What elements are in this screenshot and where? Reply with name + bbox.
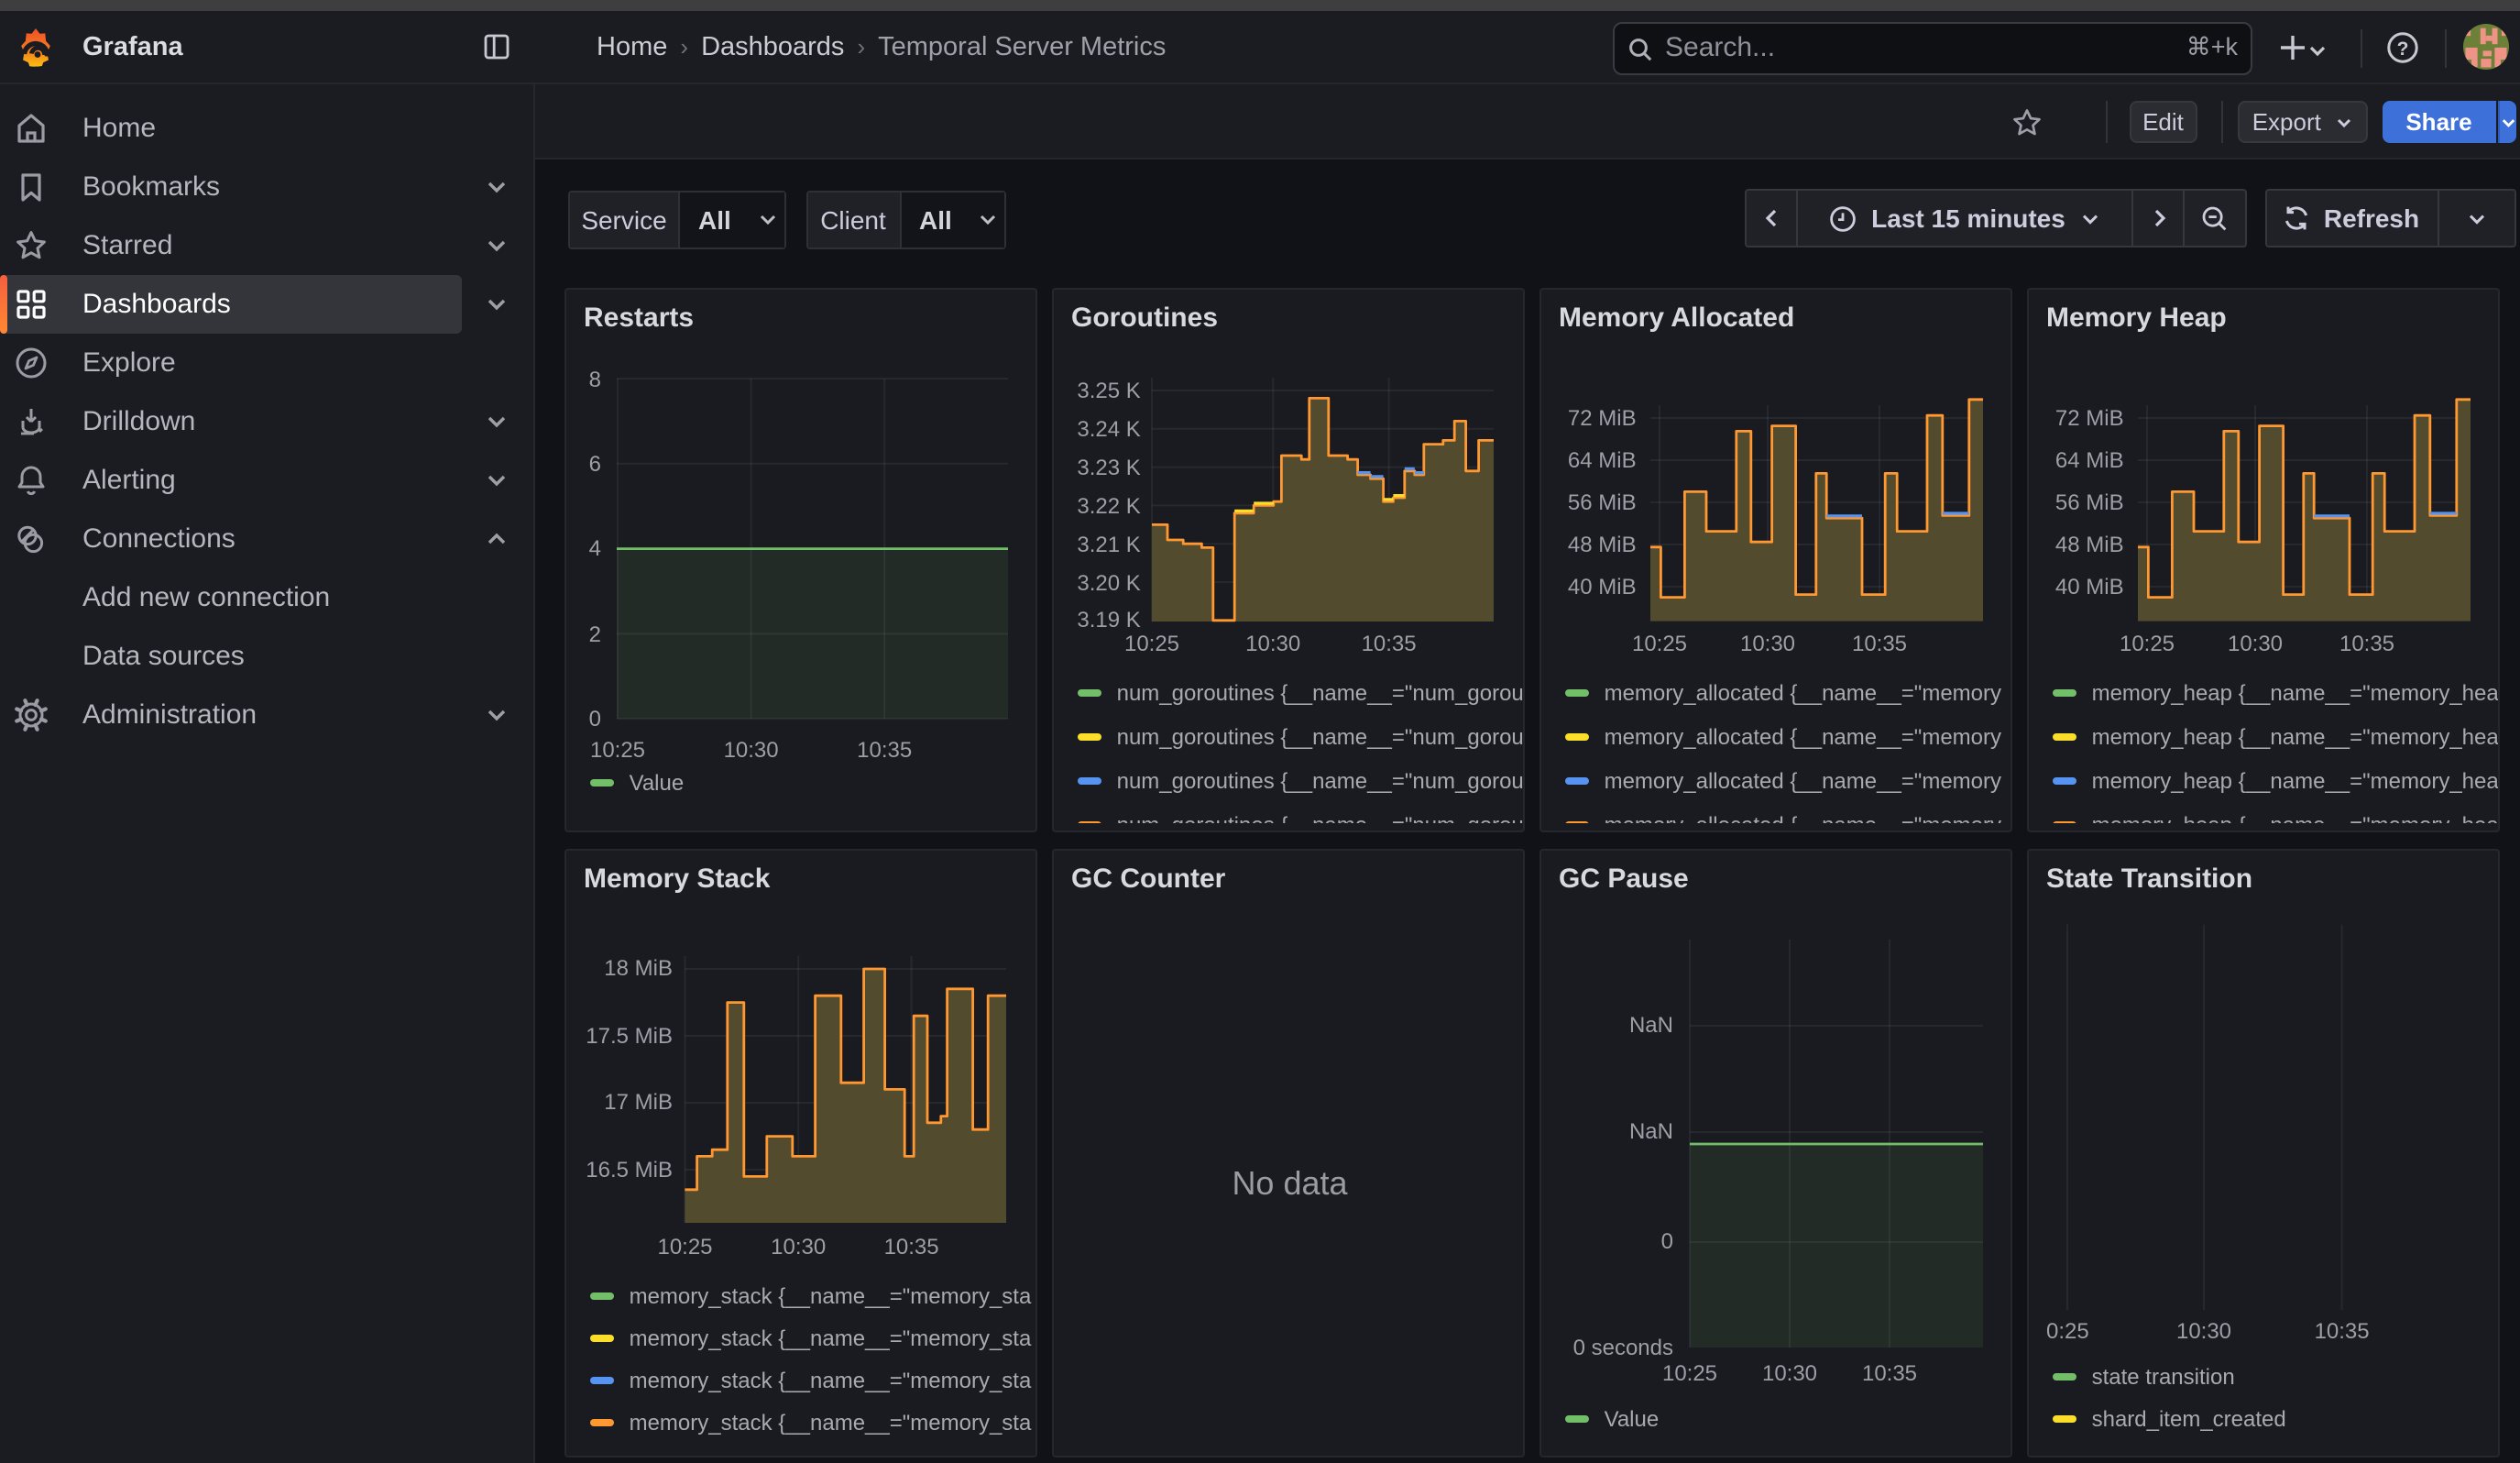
svg-text:?: ?: [2396, 38, 2408, 60]
